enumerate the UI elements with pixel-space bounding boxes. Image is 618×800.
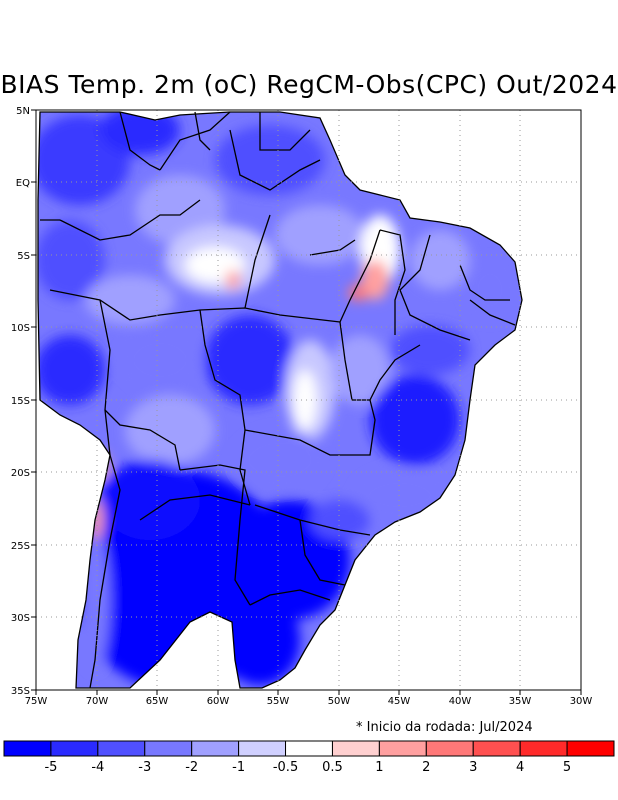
lon-tick-label: 60W [207, 696, 230, 707]
colorbar-swatch [519, 740, 568, 757]
grid-lines [36, 110, 581, 690]
lat-tick-label: 35S [11, 686, 30, 697]
colorbar-label: -0.5 [273, 760, 298, 775]
colorbar-label: -1 [232, 760, 245, 775]
lat-tick-label: 5N [16, 106, 30, 117]
colorbar-swatch [331, 740, 380, 757]
lon-tick-label: 70W [86, 696, 109, 707]
colorbar-label: -5 [44, 760, 57, 775]
lat-tick-label: 15S [11, 396, 30, 407]
lon-tick-label: 30W [570, 696, 593, 707]
colorbar-swatch [285, 740, 333, 757]
colorbar-label: 2 [422, 760, 430, 775]
lat-tick-label: EQ [16, 178, 30, 189]
country-borders [37, 111, 523, 689]
lon-tick-label: 45W [388, 696, 411, 707]
lat-tick-label: 30S [11, 613, 30, 624]
colorbar-swatch [191, 740, 240, 757]
lat-tick-label: 20S [11, 468, 30, 479]
colorbar-swatch [97, 740, 146, 757]
colorbar-label: 0.5 [322, 760, 343, 775]
colorbar-swatch [566, 740, 615, 757]
colorbar-swatch [3, 740, 52, 757]
colorbar-label: 5 [563, 760, 571, 775]
lon-tick-label: 50W [328, 696, 351, 707]
colorbar-label: 4 [516, 760, 524, 775]
colorbar-swatch [238, 740, 287, 757]
colorbar-label: -2 [185, 760, 198, 775]
lat-tick-label: 10S [11, 323, 30, 334]
lon-tick-label: 35W [509, 696, 532, 707]
map-title: BIAS Temp. 2m (oC) RegCM-Obs(CPC) Out/20… [0, 70, 618, 99]
colorbar-swatch [472, 740, 521, 757]
colorbar: -5 -4 -3 -2 -1 -0.5 0.5 1 2 3 4 5 [3, 740, 615, 775]
lat-tick-label: 5S [17, 251, 30, 262]
colorbar-swatch [378, 740, 427, 757]
run-start-note: * Inicio da rodada: Jul/2024 [356, 720, 533, 735]
colorbar-swatch [144, 740, 193, 757]
lon-tick-label: 40W [449, 696, 472, 707]
tick-marks [31, 109, 582, 695]
colorbar-swatch [425, 740, 474, 757]
colorbar-label: -4 [91, 760, 104, 775]
colorbar-label: -3 [138, 760, 151, 775]
lon-tick-label: 65W [146, 696, 169, 707]
lat-tick-label: 25S [11, 541, 30, 552]
lon-tick-label: 55W [267, 696, 290, 707]
lon-tick-label: 75W [25, 696, 48, 707]
colorbar-label: 3 [469, 760, 477, 775]
colorbar-label: 1 [375, 760, 383, 775]
colorbar-swatch [50, 740, 99, 757]
